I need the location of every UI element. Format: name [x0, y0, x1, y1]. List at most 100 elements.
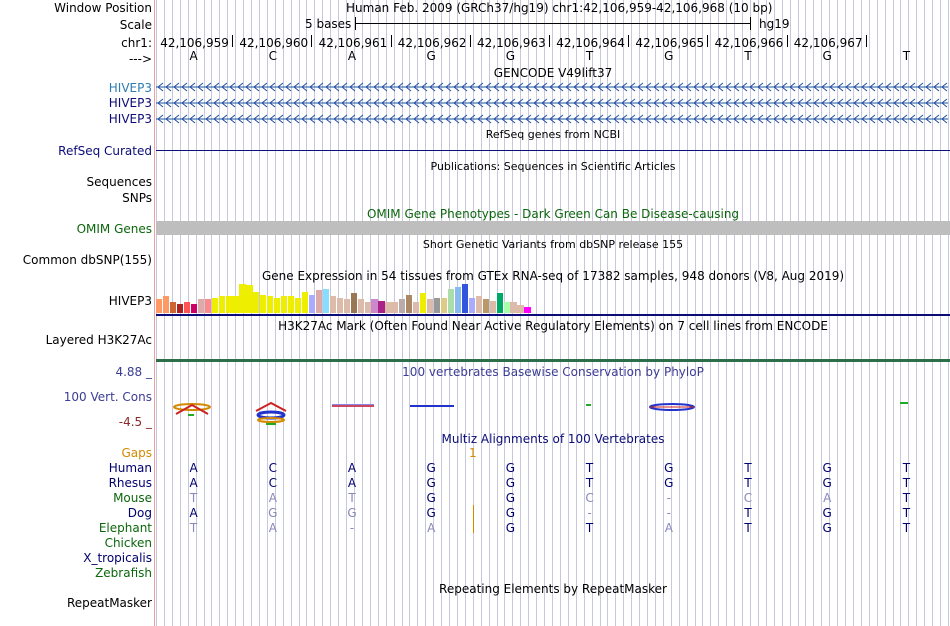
grid-line — [766, 0, 767, 626]
gtex-tissue-bar[interactable] — [232, 296, 239, 313]
gtex-tissue-bar[interactable] — [315, 290, 323, 313]
gtex-tissue-bar[interactable] — [440, 298, 448, 313]
gtex-tissue-bar[interactable] — [364, 302, 371, 313]
gtex-tissue-bar[interactable] — [454, 287, 462, 313]
gtex-tissue-bar[interactable] — [246, 285, 253, 313]
gtex-bar-chart[interactable] — [156, 283, 950, 313]
gtex-track-label[interactable]: HIVEP3 — [108, 294, 152, 308]
multiz-species-label[interactable]: Mouse — [113, 491, 152, 505]
multiz-species-label[interactable]: Elephant — [98, 521, 152, 535]
phylop-base-3 — [332, 404, 374, 407]
gtex-tissue-bar[interactable] — [156, 299, 163, 313]
gtex-tissue-bar[interactable] — [510, 302, 517, 313]
h3k27ac-track-label[interactable]: Layered H3K27Ac — [45, 333, 152, 347]
gtex-tissue-bar[interactable] — [503, 302, 510, 313]
refseq-track-label[interactable]: RefSeq Curated — [58, 144, 152, 158]
gtex-tissue-bar[interactable] — [197, 299, 204, 313]
gtex-tissue-bar[interactable] — [461, 284, 468, 313]
gencode-transcript-1[interactable] — [156, 81, 948, 93]
omim-track-label[interactable]: OMIM Genes — [76, 222, 152, 236]
repeatmasker-track-label[interactable]: RepeatMasker — [66, 596, 152, 610]
gtex-tissue-bar[interactable] — [420, 293, 427, 313]
grid-line — [607, 0, 608, 626]
gtex-tissue-bar[interactable] — [308, 295, 316, 313]
gtex-tissue-bar[interactable] — [489, 301, 496, 313]
gtex-tissue-bar[interactable] — [336, 298, 343, 313]
gtex-tissue-bar[interactable] — [447, 289, 455, 313]
gtex-tissue-bar[interactable] — [399, 299, 406, 313]
phylop-track-label[interactable]: 100 Vert. Cons — [63, 390, 152, 404]
grid-line — [378, 0, 379, 626]
dbsnp-track-label[interactable]: Common dbSNP(155) — [22, 253, 152, 267]
multiz-species-label[interactable]: Zebrafish — [95, 566, 152, 580]
grid-line — [417, 0, 418, 626]
gencode-gene-label-2[interactable]: HIVEP3 — [108, 96, 152, 110]
publications-snps-label[interactable]: SNPs — [122, 191, 152, 205]
multiz-base: A — [268, 521, 277, 535]
gtex-tissue-bar[interactable] — [295, 298, 302, 313]
gtex-tissue-bar[interactable] — [475, 296, 482, 313]
grid-line — [164, 0, 165, 626]
multiz-species-label[interactable]: Chicken — [104, 536, 152, 550]
gtex-tissue-bar[interactable] — [329, 296, 336, 313]
gtex-tissue-bar[interactable] — [253, 292, 260, 313]
phylop-logo-plot[interactable] — [156, 395, 950, 430]
gtex-tissue-bar[interactable] — [239, 284, 246, 313]
grid-line — [663, 0, 664, 626]
gtex-tissue-bar[interactable] — [524, 307, 531, 313]
gtex-tissue-bar[interactable] — [274, 298, 281, 313]
gtex-tissue-bar[interactable] — [218, 296, 225, 313]
gtex-tissue-bar[interactable] — [204, 299, 211, 313]
gtex-tissue-bar[interactable] — [482, 299, 489, 313]
gencode-gene-label-3[interactable]: HIVEP3 — [108, 112, 152, 126]
gtex-tissue-bar[interactable] — [406, 295, 413, 313]
gtex-tissue-bar[interactable] — [378, 301, 385, 313]
gtex-tissue-bar[interactable] — [371, 299, 378, 313]
phylop-base-7 — [649, 403, 695, 411]
multiz-species-label[interactable]: Human — [108, 461, 152, 475]
gtex-tissue-bar[interactable] — [176, 304, 184, 313]
refseq-gene-line[interactable] — [156, 150, 950, 151]
publications-sequences-label[interactable]: Sequences — [86, 175, 152, 189]
grid-line — [306, 0, 307, 626]
gtex-tissue-bar[interactable] — [350, 293, 357, 313]
multiz-species-label[interactable]: X_tropicalis — [83, 551, 152, 565]
grid-line — [900, 0, 901, 626]
grid-line — [449, 0, 450, 626]
gtex-tissue-bar[interactable] — [301, 292, 309, 313]
grid-line — [782, 0, 783, 626]
multiz-species-label[interactable]: Dog — [127, 506, 152, 520]
gtex-tissue-bar[interactable] — [517, 305, 524, 313]
gtex-tissue-bar[interactable] — [357, 299, 364, 313]
gtex-tissue-bar[interactable] — [496, 293, 503, 313]
gtex-tissue-bar[interactable] — [392, 302, 399, 313]
multiz-base: G — [822, 461, 832, 475]
gtex-tissue-bar[interactable] — [183, 302, 190, 313]
gtex-tissue-bar[interactable] — [162, 296, 170, 313]
multiz-species-label[interactable]: Rhesus — [108, 476, 152, 490]
grid-line — [568, 0, 569, 626]
multiz-base: G — [664, 476, 674, 490]
gtex-tissue-bar[interactable] — [434, 298, 441, 313]
gtex-tissue-bar[interactable] — [288, 296, 295, 313]
grid-line — [742, 0, 743, 626]
gtex-tissue-bar[interactable] — [267, 296, 274, 313]
gtex-tissue-bar[interactable] — [427, 299, 434, 313]
gtex-tissue-bar[interactable] — [413, 302, 420, 313]
gtex-tissue-bar[interactable] — [190, 304, 197, 313]
gtex-tissue-bar[interactable] — [211, 298, 218, 313]
gtex-tissue-bar[interactable] — [343, 299, 350, 313]
gencode-transcript-2[interactable] — [156, 97, 948, 109]
gencode-gene-label-1[interactable]: HIVEP3 — [108, 81, 152, 95]
gtex-tissue-bar[interactable] — [385, 302, 392, 313]
gtex-tissue-bar[interactable] — [169, 302, 177, 313]
gtex-tissue-bar[interactable] — [322, 289, 329, 313]
gtex-tissue-bar[interactable] — [468, 298, 475, 313]
multiz-gaps-label: Gaps — [121, 446, 152, 460]
gtex-tissue-bar[interactable] — [281, 296, 288, 313]
omim-gene-bar[interactable] — [156, 221, 950, 235]
grid-line — [758, 0, 759, 626]
gtex-tissue-bar[interactable] — [260, 295, 267, 313]
gencode-transcript-3[interactable] — [156, 113, 948, 125]
gtex-tissue-bar[interactable] — [225, 296, 232, 313]
